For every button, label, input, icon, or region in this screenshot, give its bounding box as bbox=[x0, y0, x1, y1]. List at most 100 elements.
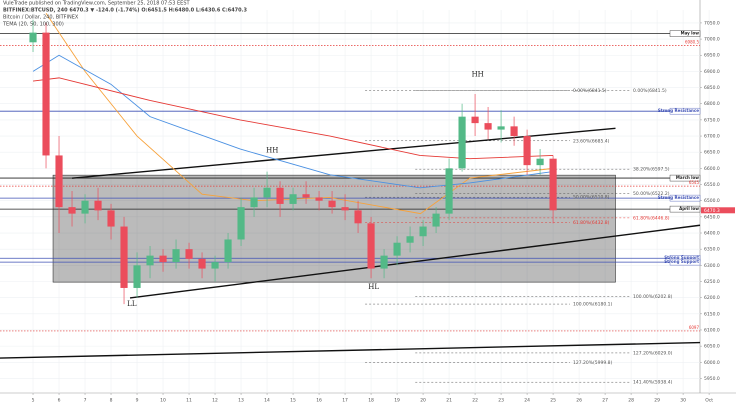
y-tick-label: 6950.0 bbox=[704, 53, 720, 59]
candle-body bbox=[328, 200, 336, 208]
candle-body bbox=[315, 197, 323, 201]
y-tick-label: 6400.0 bbox=[704, 231, 720, 237]
candle-body bbox=[380, 255, 388, 269]
candle-body bbox=[510, 126, 518, 137]
fib-label: 61.80%(6432.8) bbox=[573, 220, 610, 226]
source: VuleTrade published on TradingView.com, … bbox=[3, 1, 190, 7]
x-tick-label: 30 bbox=[680, 398, 686, 404]
fib-label: 50.00%(6510.8) bbox=[573, 195, 610, 201]
level-tag bbox=[669, 194, 701, 202]
x-tick-label: 15 bbox=[290, 398, 296, 404]
x-tick-label: 22 bbox=[472, 398, 478, 404]
candle-body bbox=[42, 32, 50, 156]
last-price-tag bbox=[701, 207, 735, 214]
x-tick-label: Oct bbox=[705, 398, 713, 404]
trendline bbox=[129, 224, 701, 299]
candle-body bbox=[159, 255, 167, 263]
x-tick-label: 26 bbox=[576, 398, 582, 404]
x-tick-label: 11 bbox=[186, 398, 192, 404]
fib-label: 61.80%(6446.8) bbox=[633, 215, 670, 221]
y-tick-label: 6550.0 bbox=[704, 182, 720, 188]
y-tick-label: 6900.0 bbox=[704, 69, 720, 75]
x-tick-label: 12 bbox=[212, 398, 218, 404]
candle-body bbox=[419, 226, 427, 237]
x-tick-label: 29 bbox=[654, 398, 660, 404]
candle-body bbox=[549, 158, 557, 211]
x-tick-label: 21 bbox=[446, 398, 452, 404]
candle-body bbox=[432, 213, 440, 227]
candle-body bbox=[341, 207, 349, 211]
x-tick-label: 16 bbox=[316, 398, 322, 404]
candle-body bbox=[107, 210, 115, 227]
candle-body bbox=[81, 200, 89, 214]
candle-body bbox=[536, 158, 544, 166]
y-tick-label: 6700.0 bbox=[704, 134, 720, 140]
y-tick-label: 6600.0 bbox=[704, 166, 720, 172]
x-tick-label: 6 bbox=[58, 398, 61, 404]
x-tick-label: 27 bbox=[602, 398, 608, 404]
candle-body bbox=[289, 194, 297, 204]
x-tick-label: 10 bbox=[160, 398, 166, 404]
candle-body bbox=[133, 265, 141, 288]
candle-body bbox=[458, 116, 466, 169]
y-tick-label: 6650.0 bbox=[704, 150, 720, 156]
y-tick-label: 6450.0 bbox=[704, 214, 720, 220]
level-tag bbox=[669, 258, 701, 266]
x-tick-label: 20 bbox=[420, 398, 426, 404]
candle-body bbox=[250, 197, 258, 208]
y-tick-label: 6300.0 bbox=[704, 263, 720, 269]
candle-body bbox=[445, 168, 453, 214]
x-tick-label: 18 bbox=[368, 398, 374, 404]
y-tick-label: 6200.0 bbox=[704, 295, 720, 301]
candle-body bbox=[224, 239, 232, 263]
x-tick-label: 5 bbox=[32, 398, 35, 404]
fib-label: 100.00%(6180.1) bbox=[573, 302, 613, 308]
level-value: 6980.5 bbox=[685, 39, 699, 44]
fib-label: 127.20%(5999.8) bbox=[573, 360, 613, 366]
chart-title: Bitcoin / Dollar, 240, BITFINEX bbox=[3, 15, 79, 21]
candle-body bbox=[354, 210, 362, 224]
fib-label: 141.40%(5938.4) bbox=[633, 380, 673, 386]
candle-body bbox=[237, 207, 245, 240]
y-tick-label: 6750.0 bbox=[704, 117, 720, 123]
level-value: 6097 bbox=[689, 325, 700, 330]
y-tick-label: 7050.0 bbox=[704, 20, 720, 26]
level-label: Strong Resistance bbox=[658, 108, 699, 113]
x-tick-label: 17 bbox=[342, 398, 348, 404]
y-tick-label: 6500.0 bbox=[704, 198, 720, 204]
front-layer: 5950.06000.06050.06100.06150.06200.06250… bbox=[29, 19, 735, 404]
level-tag bbox=[669, 174, 701, 182]
trendline bbox=[0, 341, 701, 359]
candle-body bbox=[393, 242, 401, 256]
candle-body bbox=[406, 236, 414, 243]
y-tick-label: 6250.0 bbox=[704, 279, 720, 285]
x-tick-label: 14 bbox=[264, 398, 270, 404]
candle-body bbox=[172, 249, 180, 263]
x-tick-label: 8 bbox=[110, 398, 113, 404]
x-tick-label: 9 bbox=[136, 398, 139, 404]
level-label: Strong Resistance bbox=[658, 195, 699, 200]
candle-body bbox=[198, 258, 206, 269]
level-tag bbox=[669, 205, 701, 213]
level-label: April low bbox=[679, 206, 699, 211]
level-value: 6545 bbox=[689, 180, 700, 185]
candle-body bbox=[523, 136, 531, 166]
candle-body bbox=[94, 200, 102, 211]
candle-body bbox=[29, 32, 37, 43]
x-tick-label: 19 bbox=[394, 398, 400, 404]
candle-body bbox=[211, 262, 219, 269]
x-tick-label: 25 bbox=[550, 398, 556, 404]
candle-body bbox=[471, 116, 479, 124]
candle-body bbox=[120, 226, 128, 288]
x-tick-label: 23 bbox=[498, 398, 504, 404]
y-tick-label: 6850.0 bbox=[704, 85, 720, 91]
level-label: May low bbox=[681, 31, 700, 36]
fib-label: 50.00%(6522.2) bbox=[633, 191, 670, 197]
y-tick-label: 7000.0 bbox=[704, 37, 720, 43]
fib-label: 23.60%(6685.4) bbox=[573, 138, 610, 144]
x-tick-label: 13 bbox=[238, 398, 244, 404]
last-price: 6470.3 bbox=[704, 208, 720, 214]
y-tick-label: 6150.0 bbox=[704, 311, 720, 317]
candle-body bbox=[367, 223, 375, 269]
